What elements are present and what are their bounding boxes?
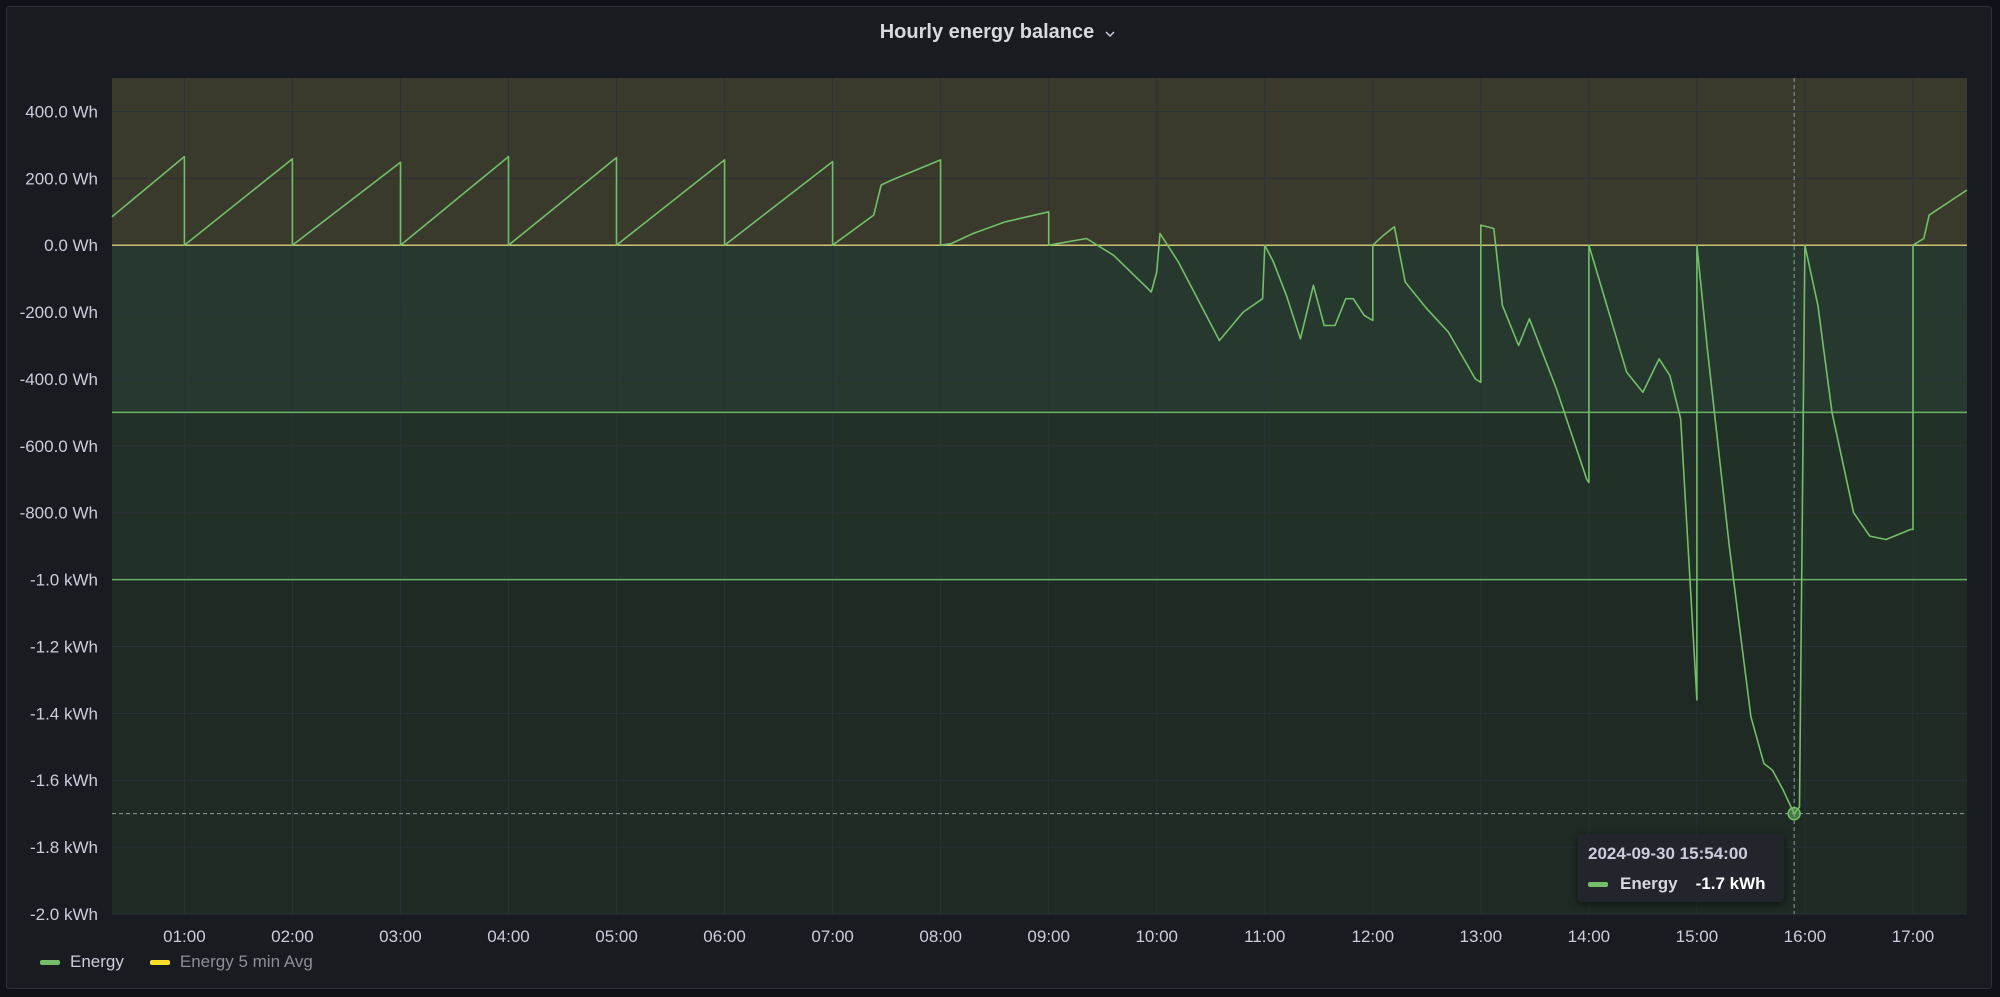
y-tick-label: 0.0 Wh — [44, 236, 98, 255]
panel-header[interactable]: Hourly energy balance — [7, 7, 1991, 57]
y-tick-label: -600.0 Wh — [20, 437, 98, 456]
y-tick-label: -200.0 Wh — [20, 303, 98, 322]
legend-swatch-energy-avg — [149, 959, 170, 965]
x-tick-label: 15:00 — [1676, 927, 1719, 946]
band-positive — [112, 78, 1967, 246]
x-tick-label: 01:00 — [163, 927, 206, 946]
x-tick-label: 02:00 — [271, 927, 314, 946]
y-tick-label: -1.4 kWh — [30, 704, 98, 723]
x-tick-label: 12:00 — [1352, 927, 1395, 946]
x-tick-label: 08:00 — [919, 927, 962, 946]
y-tick-label: -1.8 kWh — [30, 838, 98, 857]
legend-label-energy: Energy — [70, 952, 124, 971]
x-tick-label: 17:00 — [1892, 927, 1935, 946]
x-tick-label: 13:00 — [1460, 927, 1503, 946]
x-tick-label: 16:00 — [1784, 927, 1827, 946]
x-tick-label: 05:00 — [595, 927, 638, 946]
tooltip-row: Energy -1.7 kWh — [1588, 874, 1770, 894]
x-tick-label: 03:00 — [379, 927, 422, 946]
y-tick-label: 400.0 Wh — [25, 102, 98, 121]
x-tick-label: 11:00 — [1244, 927, 1285, 946]
legend-item-energy-avg[interactable]: Energy 5 min Avg — [149, 952, 313, 972]
series-line-energy — [111, 155, 1968, 815]
x-tick-label: 10:00 — [1135, 927, 1178, 946]
band-negative-near — [112, 245, 1967, 413]
tooltip-time: 2024-09-30 15:54:00 — [1588, 844, 1748, 863]
y-tick-label: -1.0 kWh — [30, 571, 98, 590]
legend: Energy Energy 5 min Avg — [40, 952, 313, 972]
tooltip: 2024-09-30 15:54:00 Energy -1.7 kWh — [1578, 834, 1784, 902]
x-tick-label: 07:00 — [811, 927, 854, 946]
y-tick-label: 200.0 Wh — [25, 169, 98, 188]
chevron-down-icon[interactable] — [1102, 26, 1118, 42]
legend-swatch-energy — [40, 959, 60, 965]
x-tick-label: 14:00 — [1568, 927, 1611, 946]
y-tick-label: -800.0 Wh — [20, 504, 98, 523]
y-tick-label: -1.2 kWh — [30, 637, 98, 656]
tooltip-swatch — [1588, 881, 1608, 887]
y-tick-label: -1.6 kWh — [30, 771, 98, 790]
x-tick-label: 09:00 — [1027, 927, 1070, 946]
y-tick-label: -400.0 Wh — [20, 370, 98, 389]
x-tick-label: 06:00 — [703, 927, 746, 946]
y-tick-label: -2.0 kWh — [30, 905, 98, 924]
panel-title[interactable]: Hourly energy balance — [879, 20, 1095, 43]
band-negative-mid — [112, 412, 1967, 580]
tooltip-value: -1.7 kWh — [1695, 874, 1766, 893]
legend-label-energy-avg: Energy 5 min Avg — [179, 952, 313, 971]
x-tick-label: 04:00 — [487, 927, 530, 946]
tooltip-series-name: Energy — [1620, 874, 1678, 893]
legend-item-energy[interactable]: Energy — [40, 952, 124, 972]
hover-point[interactable] — [1787, 806, 1801, 821]
